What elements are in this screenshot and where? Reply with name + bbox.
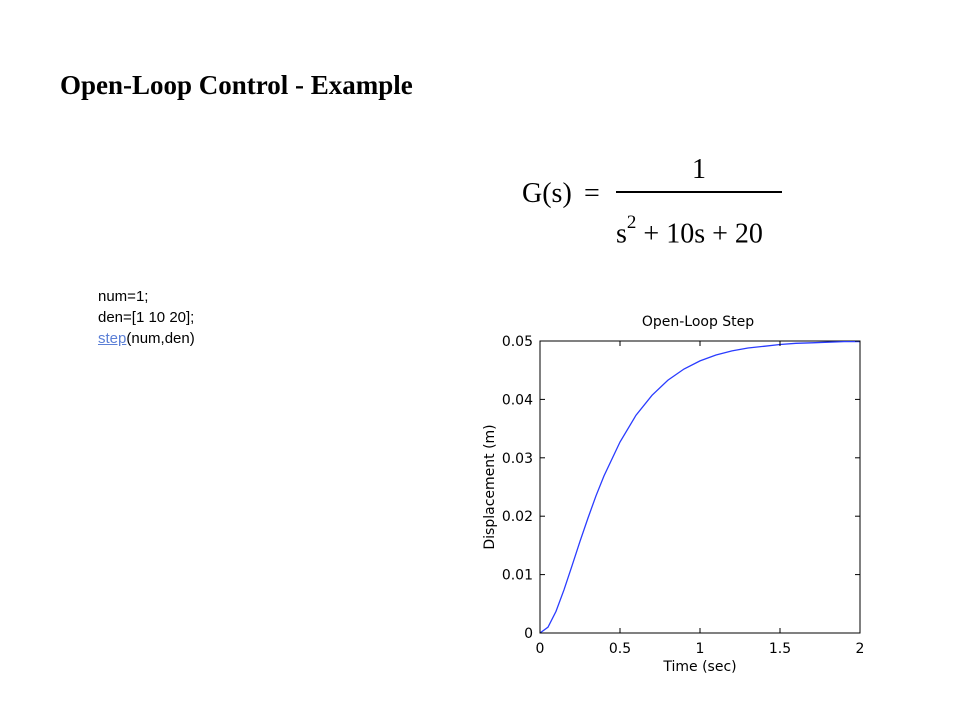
x-tick-label: 1 [696, 641, 705, 657]
x-tick-label: 1.5 [769, 641, 791, 657]
y-axis-label: Displacement (m) [482, 424, 498, 549]
code-line-step: step(num,den) [98, 328, 195, 349]
chart-title: Open-Loop Step [642, 314, 754, 330]
denominator-rest: + 10s + 20 [636, 218, 763, 250]
code-line-den: den=[1 10 20]; [98, 309, 195, 326]
code-line-num: num=1; [98, 288, 149, 305]
chart-svg: Open-Loop Step 0 0.5 1 1.5 2 0 0.01 0.02 0.03 0.0… [482, 314, 865, 675]
step-function-args: (num,den) [126, 330, 195, 347]
fraction-bar [616, 191, 782, 193]
y-tick-label: 0.02 [502, 509, 533, 525]
denominator-exponent: 2 [626, 212, 637, 233]
formula-lhs: G(s) [522, 178, 572, 209]
series-line-0 [539, 340, 860, 634]
slide-title: Open-Loop Control - Example [60, 70, 413, 100]
denominator-s: s [616, 218, 627, 250]
x-tick-label: 2 [856, 641, 865, 657]
transfer-function-formula: G(s) = 1 s2 + 10s + 20 [522, 150, 792, 260]
x-axis-label: Time (sec) [662, 659, 736, 675]
step-function-link[interactable]: step [98, 330, 127, 347]
formula-numerator: 1 [692, 154, 706, 185]
formula-equals: = [584, 178, 600, 209]
y-tick-label: 0 [524, 626, 533, 642]
x-tick-label: 0.5 [609, 641, 631, 657]
plot-frame [539, 340, 861, 634]
y-tick-label: 0.01 [502, 568, 533, 584]
y-tick-label: 0.03 [502, 451, 533, 467]
step-response-chart: Open-Loop Step 0 0.5 1 1.5 2 0 0.01 0.02 0.03 0.0… [470, 300, 880, 690]
y-tick-label: 0.05 [502, 334, 533, 350]
y-tick-label: 0.04 [502, 392, 533, 408]
formula-denominator: s2 + 10s + 20 [616, 212, 763, 250]
matlab-code-block: num=1; den=[1 10 20]; step(num,den) [98, 286, 195, 349]
x-tick-label: 0 [536, 641, 545, 657]
